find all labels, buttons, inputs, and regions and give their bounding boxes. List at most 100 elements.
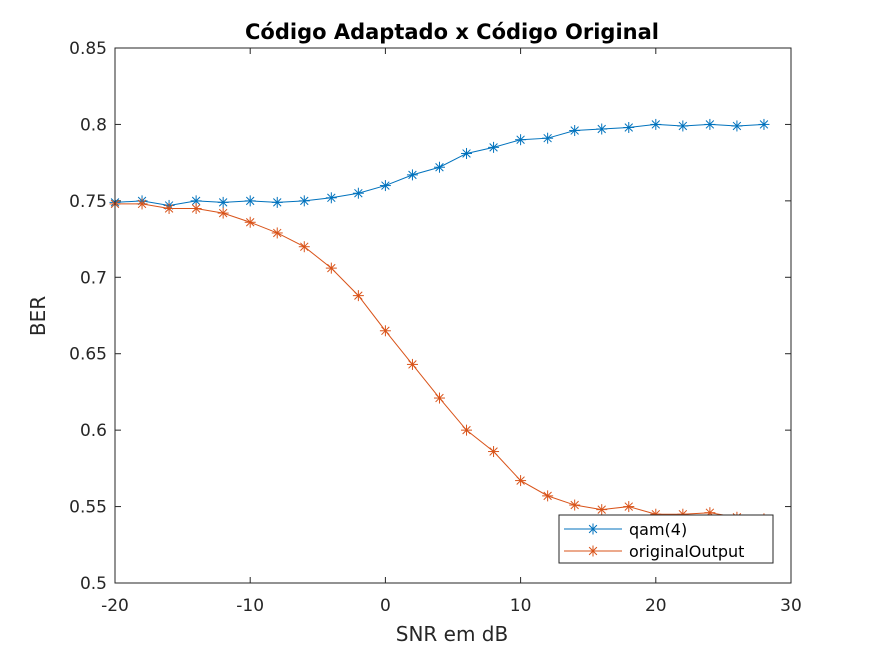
data-point: [488, 446, 500, 458]
axes-box: [114, 47, 792, 584]
data-point: [433, 392, 445, 404]
data-point-stroke: [624, 123, 634, 132]
data-point: [244, 195, 256, 207]
x-tick-label: -10: [236, 596, 264, 616]
data-point-stroke: [408, 170, 417, 180]
legend-item: originalOutput: [564, 542, 744, 561]
data-point-stroke: [462, 425, 471, 435]
data-point: [190, 203, 202, 214]
data-point-stroke: [543, 133, 552, 143]
x-tick-label: 30: [780, 596, 802, 616]
data-point-stroke: [300, 242, 309, 251]
legend-box: [558, 514, 774, 564]
data-point: [515, 134, 527, 146]
data-point-stroke: [272, 228, 282, 238]
data-point: [352, 290, 364, 302]
data-point: [542, 490, 554, 502]
y-tick-label: 0.7: [80, 268, 107, 288]
data-point-stroke: [489, 143, 498, 152]
data-point: [406, 169, 418, 181]
data-point: [217, 196, 229, 208]
data-point-stroke: [408, 360, 417, 369]
data-point-stroke: [624, 502, 634, 511]
data-point: [488, 141, 500, 153]
data-point-stroke: [435, 393, 444, 403]
data-point: [677, 120, 689, 132]
data-point-stroke: [462, 149, 471, 158]
data-point-stroke: [597, 505, 606, 514]
y-tick-label: 0.65: [69, 345, 107, 365]
legend-marker-stroke: [588, 546, 598, 556]
data-point-stroke: [597, 124, 606, 134]
data-point: [731, 120, 743, 132]
data-point-stroke: [678, 121, 688, 131]
data-point: [461, 147, 473, 159]
data-point: [379, 325, 391, 337]
data-point: [271, 227, 283, 239]
data-point: [379, 180, 391, 192]
data-point-stroke: [218, 198, 228, 207]
data-point: [704, 118, 716, 130]
data-point: [542, 132, 554, 144]
x-tick-label: 0: [380, 596, 391, 616]
legend-label: originalOutput: [629, 542, 744, 561]
x-axis: -20 -10 0 10 20 30: [101, 48, 802, 616]
data-point-stroke: [543, 491, 552, 501]
data-point: [569, 499, 581, 511]
data-point-stroke: [381, 326, 390, 336]
data-point-stroke: [759, 120, 769, 129]
data-point: [298, 195, 310, 207]
data-point: [244, 216, 256, 228]
data-point-stroke: [137, 199, 147, 209]
data-point: [758, 118, 770, 130]
data-point: [596, 504, 608, 516]
data-point: [325, 262, 337, 274]
data-point-stroke: [651, 120, 661, 129]
y-tick-label: 0.6: [80, 421, 107, 441]
data-point: [325, 192, 337, 204]
data-point-stroke: [516, 476, 525, 485]
data-point: [406, 358, 418, 370]
y-axis-label: BER: [26, 296, 50, 336]
x-axis-label: SNR em dB: [396, 622, 508, 646]
data-point-stroke: [489, 447, 498, 456]
data-point: [596, 123, 608, 135]
data-point-stroke: [435, 162, 444, 172]
y-tick-label: 0.75: [69, 192, 107, 212]
y-tick-label: 0.5: [80, 574, 107, 594]
data-point: [298, 241, 310, 253]
data-point: [461, 424, 473, 436]
legend-item: qam(4): [564, 520, 687, 539]
data-point-stroke: [245, 196, 255, 206]
data-point-stroke: [245, 218, 255, 227]
data-point: [271, 196, 283, 208]
data-point: [136, 198, 148, 210]
data-point: [352, 187, 364, 199]
chart-title: Código Adaptado x Código Original: [245, 20, 659, 44]
legend-marker: [587, 523, 599, 535]
axes-background: [115, 48, 791, 583]
data-point-stroke: [354, 188, 363, 198]
x-tick-label: 20: [645, 596, 667, 616]
data-point-stroke: [191, 196, 201, 206]
data-point-stroke: [164, 204, 174, 213]
data-point-stroke: [191, 204, 201, 213]
data-point-stroke: [732, 121, 742, 131]
plot-area: [115, 48, 791, 583]
data-point: [217, 207, 229, 219]
data-point: [515, 475, 527, 487]
data-point: [623, 501, 635, 513]
data-point: [433, 161, 445, 173]
series-qam(4): [109, 118, 770, 211]
data-point-stroke: [705, 120, 715, 129]
y-tick-label: 0.55: [69, 498, 107, 518]
data-point-stroke: [570, 126, 579, 135]
data-point-stroke: [300, 196, 309, 206]
data-point: [163, 203, 175, 214]
legend-marker-stroke: [588, 524, 598, 534]
data-point-stroke: [516, 135, 525, 144]
y-tick-label: 0.85: [69, 39, 107, 59]
legend: qam(4) originalOutput: [558, 514, 774, 564]
data-point: [190, 195, 202, 207]
